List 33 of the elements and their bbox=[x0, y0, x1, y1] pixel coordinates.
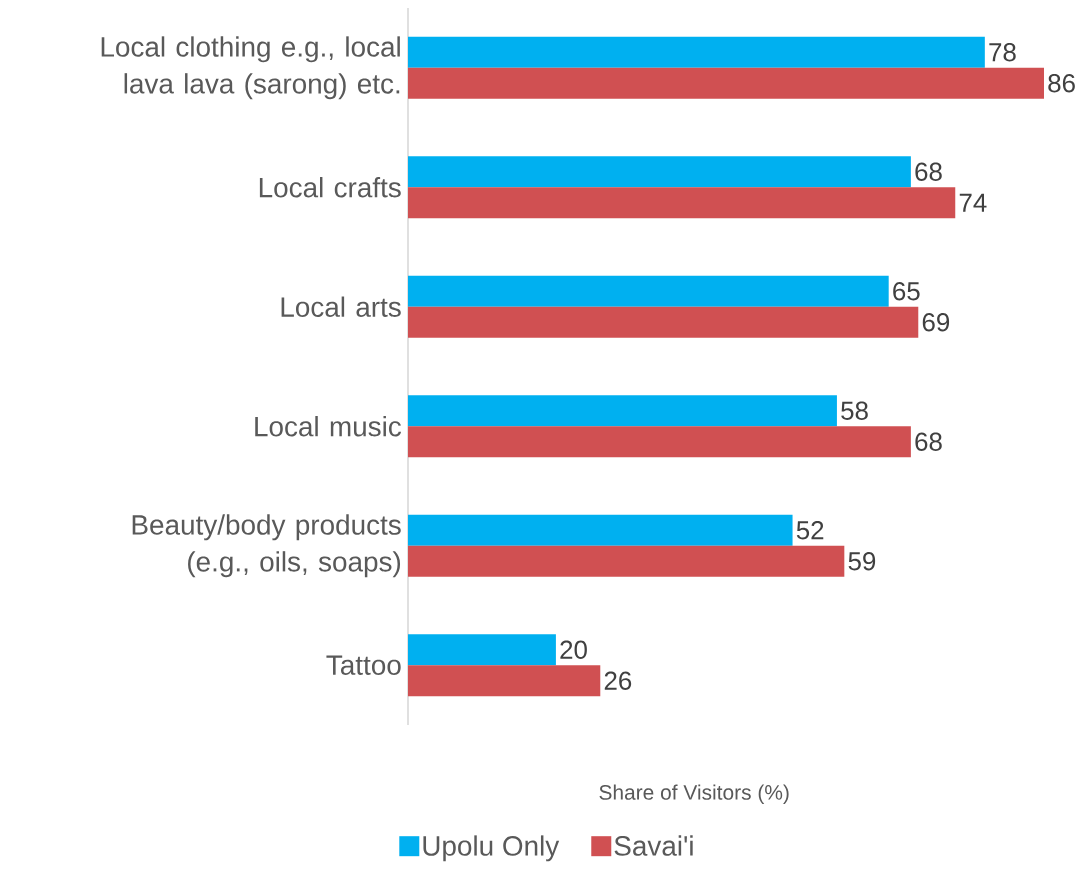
data-label: 65 bbox=[893, 282, 920, 301]
y-tick-label: Local music bbox=[255, 416, 402, 437]
data-label: 78 bbox=[989, 43, 1016, 62]
data-label: 59 bbox=[848, 552, 876, 571]
bar bbox=[408, 665, 601, 697]
data-label: 52 bbox=[796, 521, 824, 540]
y-tick-label: Local arts bbox=[281, 296, 401, 317]
data-label: 20 bbox=[560, 640, 587, 659]
y-tick-label: Tattoo bbox=[326, 655, 401, 675]
bar bbox=[408, 156, 911, 188]
data-label: 58 bbox=[841, 401, 868, 420]
bar bbox=[408, 306, 919, 338]
y-tick-label: Beauty/body products (e.g., oils, soaps) bbox=[132, 514, 401, 578]
data-label: 74 bbox=[959, 193, 987, 212]
bar bbox=[408, 514, 793, 546]
y-tick-label: Local crafts bbox=[259, 177, 401, 198]
bar bbox=[408, 36, 985, 68]
data-label: 68 bbox=[915, 162, 942, 181]
bar bbox=[408, 395, 837, 427]
bar bbox=[408, 634, 556, 666]
bar bbox=[408, 187, 956, 219]
data-label: 26 bbox=[604, 671, 632, 690]
bar bbox=[408, 545, 845, 577]
y-tick-label: Local clothing e.g., local lava lava (sarong) etc. bbox=[101, 36, 400, 100]
data-label: 68 bbox=[915, 432, 942, 451]
bar bbox=[408, 275, 889, 307]
data-label: 69 bbox=[922, 313, 950, 332]
bar bbox=[408, 426, 911, 458]
legend-label: Savai'i bbox=[614, 835, 693, 856]
legend-label: Upolu Only bbox=[423, 835, 560, 862]
data-label: 86 bbox=[1048, 74, 1075, 93]
bar bbox=[408, 67, 1044, 99]
x-axis-title: Share of Visitors (%) bbox=[599, 784, 789, 804]
